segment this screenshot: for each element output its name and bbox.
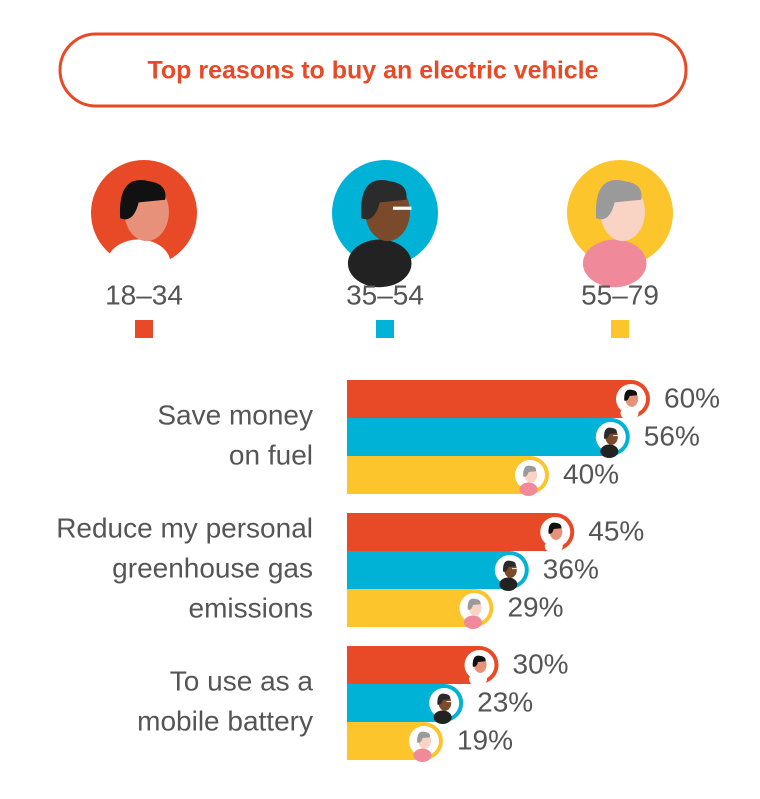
avatar-glasses — [446, 701, 452, 703]
avatar — [408, 726, 439, 762]
avatar-glasses — [512, 568, 518, 570]
avatar-hair — [502, 560, 516, 572]
avatar — [464, 650, 495, 686]
value-label: 60% — [664, 382, 720, 413]
avatar-body — [469, 672, 487, 686]
avatar — [494, 555, 525, 591]
bar — [347, 456, 549, 494]
category-label: mobile battery — [137, 705, 313, 736]
avatar — [540, 517, 571, 553]
avatar-hair — [603, 427, 617, 439]
avatar-glasses — [613, 435, 619, 437]
value-label: 36% — [543, 553, 599, 584]
avatar-body — [347, 239, 412, 288]
category-label: on fuel — [229, 439, 313, 470]
avatar-body — [433, 710, 452, 724]
avatar-body — [620, 406, 639, 420]
bar — [347, 551, 529, 589]
avatar-hair — [119, 180, 166, 220]
bar — [347, 513, 575, 551]
avatar-body — [600, 444, 619, 458]
avatar — [515, 460, 545, 496]
avatar-hair — [624, 389, 638, 401]
legend-swatch — [376, 320, 394, 338]
avatar-hair — [467, 598, 481, 610]
avatar-body — [582, 239, 647, 288]
avatar — [429, 688, 460, 724]
legend-label: 55–79 — [581, 279, 659, 310]
avatar — [595, 422, 626, 458]
value-label: 45% — [588, 515, 644, 546]
avatar — [459, 593, 490, 629]
avatar-body — [106, 239, 171, 288]
avatar-hair — [523, 465, 537, 477]
avatar — [332, 160, 438, 288]
bar — [347, 589, 494, 627]
avatar-body — [413, 748, 432, 762]
avatar-body — [544, 539, 563, 553]
value-label: 23% — [477, 686, 533, 717]
value-label: 56% — [644, 420, 700, 451]
avatar-body — [499, 577, 518, 591]
avatar — [616, 384, 646, 420]
category-label: Save money — [157, 399, 313, 430]
legend-label: 18–34 — [105, 279, 183, 310]
chart-title: Top reasons to buy an electric vehicle — [147, 57, 598, 85]
bar — [347, 380, 650, 418]
bar — [347, 646, 499, 684]
legend-swatch — [135, 320, 153, 338]
value-label: 40% — [563, 458, 619, 489]
legend-swatch — [611, 320, 629, 338]
category-label: To use as a — [170, 665, 314, 696]
legend-label: 35–54 — [346, 279, 424, 310]
avatar — [91, 160, 197, 288]
value-label: 29% — [507, 591, 563, 622]
value-label: 19% — [457, 724, 513, 755]
category-label: greenhouse gas — [112, 552, 313, 583]
avatar-hair — [360, 180, 407, 220]
category-label: emissions — [189, 592, 313, 623]
avatar-hair — [595, 180, 642, 220]
avatar — [567, 160, 673, 288]
category-label: Reduce my personal — [56, 512, 313, 543]
bar — [347, 418, 630, 456]
value-label: 30% — [513, 648, 569, 679]
avatar-body — [463, 615, 482, 629]
avatar-hair — [472, 655, 486, 667]
avatar-hair — [548, 522, 562, 534]
avatar-body — [519, 482, 538, 496]
avatar-glasses — [392, 206, 412, 210]
title-pill — [58, 32, 688, 108]
avatar-hair — [417, 731, 431, 743]
avatar-hair — [437, 693, 451, 705]
